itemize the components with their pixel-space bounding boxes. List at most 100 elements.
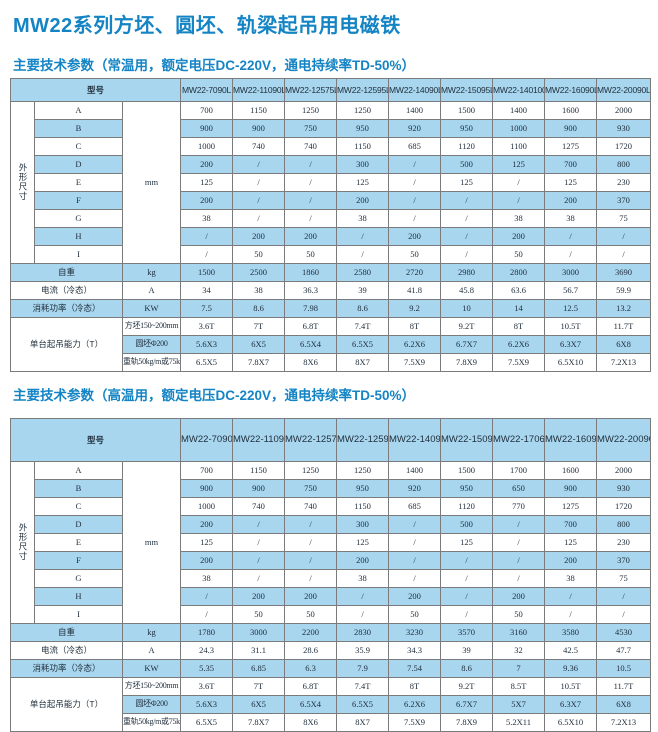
cell-capacity-0-0: 3.6T <box>180 317 234 336</box>
capacity-sublabel-0: 方坯150~200mm <box>121 677 182 696</box>
cell-current-7: 56.7 <box>544 281 598 300</box>
cell-capacity-1-0: 5.6X3 <box>180 695 234 714</box>
dimension-row-D: D 200//300/500 125 700 800 <box>11 155 652 174</box>
row-capacity-0: 单台起吊能力（T） 方坯150~200mm 3.6T 7T 6.8T 7.4T 8T 9.2T… <box>10 317 652 372</box>
dimension-letter-B: B <box>34 479 123 498</box>
cell-C-8: 1720 <box>596 137 652 156</box>
capacity-sublabel-1: 圆坯Φ200 <box>121 695 182 714</box>
row-current: 电流（冷态） A 34 38 36.3 39 41.8 45.8 63.6 56.7 59.9 <box>10 281 652 300</box>
cell-weight-2: 1860 <box>284 263 338 282</box>
cell-current-1: 31.1 <box>232 641 286 660</box>
cell-H-0: / <box>180 227 234 246</box>
cell-H-8: / <box>596 587 652 606</box>
cell-B-7: 900 <box>544 479 598 498</box>
dimension-group-label-text: 外形尺寸 <box>17 522 28 561</box>
cell-current-2: 36.3 <box>284 281 338 300</box>
dimension-letter-I: I <box>34 245 123 264</box>
cell-B-8: 930 <box>596 479 652 498</box>
cell-G-2: / <box>284 209 338 228</box>
cell-A-1: 1150 <box>232 101 286 120</box>
cell-capacity-1-4: 6.2X6 <box>388 695 442 714</box>
model-header-8: MW22-20090L/2 <box>596 418 652 462</box>
cell-current-2: 28.6 <box>284 641 338 660</box>
cell-E-1: / <box>232 533 286 552</box>
cell-capacity-1-1: 6X5 <box>232 335 286 354</box>
cell-capacity-0-0: 3.6T <box>180 677 234 696</box>
cell-B-5: 950 <box>440 119 494 138</box>
cell-weight-0: 1500 <box>180 263 234 282</box>
model-header-2: MW22-12575L <box>284 78 338 102</box>
cell-capacity-2-5: 7.8X9 <box>440 353 494 372</box>
cell-E-3: 125 <box>336 533 390 552</box>
cell-capacity-2-3: 8X7 <box>336 353 390 372</box>
cell-H-1: 200 <box>232 227 286 246</box>
cell-capacity-1-3: 6.5X5 <box>336 335 390 354</box>
cell-power-6: 7 <box>492 659 546 678</box>
spec-table-high-temperature: 型号MW22-7090L/2MW22-11090L/2MW22-12575L/2… <box>9 418 652 732</box>
cell-H-4: 200 <box>388 227 442 246</box>
cell-power-7: 12.5 <box>544 299 598 318</box>
cell-A-7: 1600 <box>544 101 598 120</box>
cell-B-4: 920 <box>388 479 442 498</box>
cell-weight-6: 3160 <box>492 623 546 642</box>
cell-current-4: 41.8 <box>388 281 442 300</box>
cell-power-3: 7.9 <box>336 659 390 678</box>
model-header-0: MW22-7090L/2 <box>180 418 234 462</box>
row-capacity-2: 重轨50kg/m或75kg/m6.5X57.8X78X68X77.5X97.8X… <box>11 353 652 372</box>
cell-B-5: 950 <box>440 479 494 498</box>
dimension-letter-H: H <box>34 227 123 246</box>
power-label: 消耗功率（冷态） <box>10 299 123 318</box>
dimension-row-I: I/50 50/50/50// <box>11 605 652 624</box>
cell-current-3: 35.9 <box>336 641 390 660</box>
dimension-letter-D: D <box>34 155 123 174</box>
table-header-row: 型号MW22-7090L/2MW22-11090L/2MW22-12575L/2… <box>9 418 652 462</box>
cell-G-4: / <box>388 209 442 228</box>
dimension-letter-H: H <box>34 587 123 606</box>
cell-weight-2: 2200 <box>284 623 338 642</box>
model-label-header: 型号 <box>9 418 182 462</box>
cell-G-6: / <box>492 569 546 588</box>
model-header-4: MW22-14090L/2 <box>388 418 442 462</box>
power-unit: KW <box>121 299 182 318</box>
cell-A-3: 1250 <box>336 461 390 480</box>
cell-E-5: 125 <box>440 533 494 552</box>
cell-F-7: 200 <box>544 551 598 570</box>
cell-D-2: / <box>284 515 338 534</box>
cell-capacity-0-4: 8T <box>388 677 442 696</box>
cell-current-7: 42.5 <box>544 641 598 660</box>
cell-capacity-1-5: 6.7X7 <box>440 335 494 354</box>
cell-B-3: 950 <box>336 119 390 138</box>
cell-C-4: 685 <box>388 137 442 156</box>
cell-I-1: 50 <box>232 245 286 264</box>
section-heading-high-temp: 主要技术参数（高温用，额定电压DC-220V，通电持续率TD-50%） <box>13 388 416 403</box>
cell-capacity-0-8: 11.7T <box>596 317 652 336</box>
cell-D-3: 300 <box>336 515 390 534</box>
cell-A-8: 2000 <box>596 101 652 120</box>
cell-D-0: 200 <box>180 155 234 174</box>
dimension-row-G: G 38//38//38 38 75 <box>11 209 652 228</box>
cell-F-5: / <box>440 191 494 210</box>
cell-H-3: / <box>336 227 390 246</box>
cell-power-4: 9.2 <box>388 299 442 318</box>
dimension-row-C: C 1000 740 740 1150 685 1120 770 1275 1720 <box>11 497 652 516</box>
cell-capacity-2-2: 8X6 <box>284 353 338 372</box>
cell-G-8: 75 <box>596 569 652 588</box>
dimension-group-label-text: 外形尺寸 <box>17 162 28 201</box>
cell-C-1: 740 <box>232 137 286 156</box>
cell-capacity-0-7: 10.5T <box>544 317 598 336</box>
cell-power-3: 8.6 <box>336 299 390 318</box>
cell-G-6: 38 <box>492 209 546 228</box>
current-unit: A <box>121 281 182 300</box>
cell-H-5: / <box>440 227 494 246</box>
cell-capacity-2-7: 6.5X10 <box>544 353 598 372</box>
dimension-letter-E: E <box>34 533 123 552</box>
dimension-letter-C: C <box>34 137 123 156</box>
cell-A-4: 1400 <box>388 461 442 480</box>
cell-capacity-2-4: 7.5X9 <box>388 713 442 732</box>
cell-weight-3: 2830 <box>336 623 390 642</box>
dimension-letter-I: I <box>34 605 123 624</box>
row-current: 电流（冷态） A 24.3 31.1 28.6 35.9 34.3 39 32 42.5 47.7 <box>10 641 652 660</box>
cell-B-1: 900 <box>232 119 286 138</box>
